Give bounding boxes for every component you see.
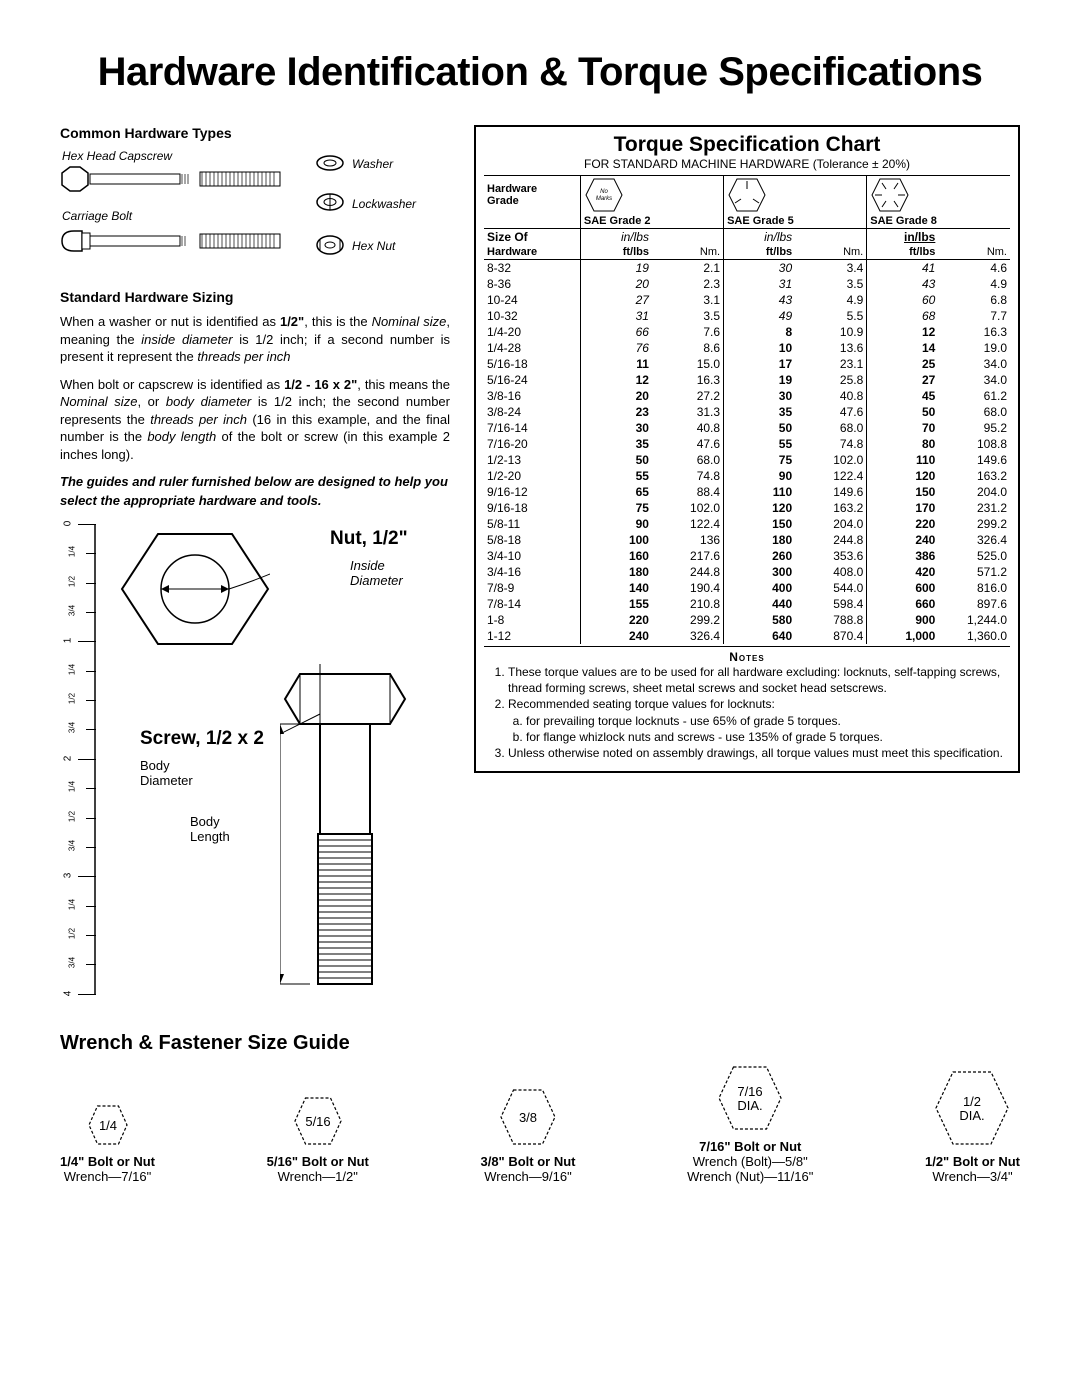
wrench-item: 5/165/16" Bolt or NutWrench—1/2"	[267, 1096, 369, 1184]
nut-sub: InsideDiameter	[350, 558, 403, 588]
sae-grade-8-icon	[870, 177, 910, 213]
table-row: 8-32192.1303.4414.6	[484, 260, 1010, 277]
note-2: Recommended seating torque values for lo…	[508, 696, 1010, 745]
sizing-heading: Standard Hardware Sizing	[60, 289, 450, 305]
washer-icon	[315, 153, 345, 173]
washer-label: Washer	[352, 157, 393, 171]
table-row: 1-12240326.4640870.41,0001,360.0	[484, 628, 1010, 644]
lockwasher-label: Lockwasher	[352, 197, 416, 211]
table-row: 5/16-181115.01723.12534.0	[484, 356, 1010, 372]
table-row: 1/4-20667.6810.91216.3	[484, 324, 1010, 340]
body-dia-label: BodyDiameter	[140, 758, 193, 788]
lockwasher-icon	[315, 191, 345, 213]
svg-text:No: No	[600, 189, 608, 195]
table-row: 3/8-162027.23040.84561.2	[484, 388, 1010, 404]
hex-outline-icon: 5/16	[293, 1096, 343, 1146]
left-column: Common Hardware Types Hex Head Capscrew …	[60, 125, 450, 1004]
nut-hex-icon	[120, 524, 270, 654]
screw-label: Screw, 1/2 x 2	[140, 728, 264, 750]
wrench-item: 7/16DIA.7/16" Bolt or NutWrench (Bolt)—5…	[687, 1065, 813, 1184]
hex-outline-icon: 3/8	[499, 1088, 557, 1146]
torque-subtitle: FOR STANDARD MACHINE HARDWARE (Tolerance…	[484, 157, 1010, 171]
wrench-item: 1/2DIA.1/2" Bolt or NutWrench—3/4"	[925, 1070, 1020, 1184]
table-row: 7/8-9140190.4400544.0600816.0	[484, 580, 1010, 596]
wrench-title: Wrench & Fastener Size Guide	[60, 1032, 1020, 1055]
svg-text:7/16: 7/16	[738, 1084, 763, 1099]
hex-outline-icon: 7/16DIA.	[717, 1065, 783, 1131]
sizing-para-2: When bolt or capscrew is identified as 1…	[60, 376, 450, 464]
note-2a: for prevailing torque locknuts - use 65%…	[526, 713, 1010, 729]
svg-text:3/8: 3/8	[519, 1110, 537, 1125]
svg-text:DIA.: DIA.	[738, 1098, 763, 1113]
screw-icon	[280, 664, 410, 994]
table-row: 1/2-205574.890122.4120163.2	[484, 468, 1010, 484]
table-row: 3/4-10160217.6260353.6386525.0	[484, 548, 1010, 564]
svg-text:DIA.: DIA.	[960, 1108, 985, 1123]
torque-chart-box: Torque Specification Chart FOR STANDARD …	[474, 125, 1020, 773]
wrench-item: 3/83/8" Bolt or NutWrench—9/16"	[480, 1088, 575, 1184]
nut-label: Nut, 1/2"	[330, 528, 408, 550]
nut-screw-diagram: 01/41/23/411/41/23/421/41/23/431/41/23/4…	[60, 524, 450, 1004]
common-hw-heading: Common Hardware Types	[60, 125, 450, 141]
svg-text:5/16: 5/16	[305, 1114, 330, 1129]
torque-title: Torque Specification Chart	[484, 133, 1010, 157]
carriage-label: Carriage Bolt	[62, 209, 132, 223]
carriage-bolt-icon	[60, 227, 290, 255]
table-row: 10-32313.5495.5687.7	[484, 308, 1010, 324]
table-row: 8-36202.3313.5434.9	[484, 276, 1010, 292]
svg-text:Marks: Marks	[596, 196, 612, 202]
svg-text:1/2: 1/2	[963, 1094, 981, 1109]
table-row: 7/16-203547.65574.880108.8	[484, 436, 1010, 452]
note-1: These torque values are to be used for a…	[508, 664, 1010, 696]
hw-types-diagram: Hex Head Capscrew Washer Lockwashe	[60, 149, 450, 279]
hex-nut-icon	[315, 233, 345, 257]
hex-head-label: Hex Head Capscrew	[62, 149, 172, 163]
table-row: 3/4-16180244.8300408.0420571.2	[484, 564, 1010, 580]
torque-table: HardwareGrade NoMarks SAE Grade 2 SAE Gr…	[484, 175, 1010, 644]
hex-capscrew-icon	[60, 165, 290, 193]
hex-outline-icon: 1/4	[87, 1104, 129, 1146]
sae-grade-5-icon	[727, 177, 767, 213]
table-row: 1-8220299.2580788.89001,244.0	[484, 612, 1010, 628]
notes-list: These torque values are to be used for a…	[484, 664, 1010, 761]
table-row: 7/16-143040.85068.07095.2	[484, 420, 1010, 436]
sizing-para-1: When a washer or nut is identified as 1/…	[60, 313, 450, 366]
body-len-label: BodyLength	[190, 814, 230, 844]
sae-grade-2-icon: NoMarks	[584, 177, 624, 213]
table-row: 3/8-242331.33547.65068.0	[484, 404, 1010, 420]
page-title: Hardware Identification & Torque Specifi…	[60, 50, 1020, 95]
table-row: 1/4-28768.61013.61419.0	[484, 340, 1010, 356]
hex-outline-icon: 1/2DIA.	[934, 1070, 1010, 1146]
wrench-guide: Wrench & Fastener Size Guide 1/41/4" Bol…	[60, 1032, 1020, 1184]
wrench-item: 1/41/4" Bolt or NutWrench—7/16"	[60, 1104, 155, 1184]
table-row: 10-24273.1434.9606.8	[484, 292, 1010, 308]
table-row: 9/16-1875102.0120163.2170231.2	[484, 500, 1010, 516]
hex-nut-label: Hex Nut	[352, 239, 395, 253]
notes-heading: Notes	[484, 646, 1010, 664]
note-3: Unless otherwise noted on assembly drawi…	[508, 745, 1010, 761]
guide-note: The guides and ruler furnished below are…	[60, 473, 450, 509]
table-row: 7/8-14155210.8440598.4660897.6	[484, 596, 1010, 612]
table-row: 5/8-18100136180244.8240326.4	[484, 532, 1010, 548]
table-row: 9/16-126588.4110149.6150204.0	[484, 484, 1010, 500]
table-row: 5/8-1190122.4150204.0220299.2	[484, 516, 1010, 532]
table-row: 5/16-241216.31925.82734.0	[484, 372, 1010, 388]
svg-text:1/4: 1/4	[98, 1118, 116, 1133]
note-2b: for flange whizlock nuts and screws - us…	[526, 729, 1010, 745]
right-column: Torque Specification Chart FOR STANDARD …	[474, 125, 1020, 1004]
table-row: 1/2-135068.075102.0110149.6	[484, 452, 1010, 468]
